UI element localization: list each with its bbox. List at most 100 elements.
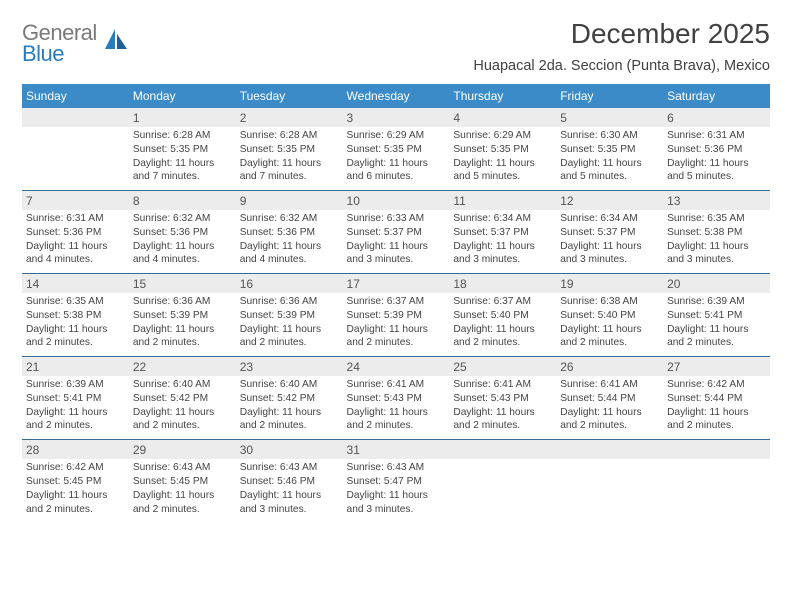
day-detail-cell: Sunrise: 6:40 AMSunset: 5:42 PMDaylight:… [129,376,236,440]
day-sr: Sunrise: 6:36 AM [240,295,339,309]
day-d2: and 2 minutes. [133,503,232,517]
day-sr: Sunrise: 6:35 AM [667,212,766,226]
day-number-cell: 8 [129,191,236,211]
day-detail-cell: Sunrise: 6:43 AMSunset: 5:46 PMDaylight:… [236,459,343,522]
day-number-cell: 26 [556,357,663,377]
day-d2: and 2 minutes. [667,336,766,350]
day-sr: Sunrise: 6:43 AM [133,461,232,475]
day-number-cell: 13 [663,191,770,211]
day-ss: Sunset: 5:41 PM [667,309,766,323]
day-sr: Sunrise: 6:43 AM [347,461,446,475]
day-d2: and 2 minutes. [240,419,339,433]
day-ss: Sunset: 5:35 PM [240,143,339,157]
day-ss: Sunset: 5:36 PM [133,226,232,240]
day-ss: Sunset: 5:38 PM [26,309,125,323]
day-d2: and 5 minutes. [453,170,552,184]
brand-logo: General Blue [22,22,129,65]
day-d1: Daylight: 11 hours [26,489,125,503]
day-detail-cell: Sunrise: 6:34 AMSunset: 5:37 PMDaylight:… [449,210,556,274]
day-d2: and 2 minutes. [133,419,232,433]
day-detail-cell: Sunrise: 6:42 AMSunset: 5:44 PMDaylight:… [663,376,770,440]
day-detail-cell: Sunrise: 6:34 AMSunset: 5:37 PMDaylight:… [556,210,663,274]
day-detail-cell: Sunrise: 6:31 AMSunset: 5:36 PMDaylight:… [663,127,770,191]
day-d1: Daylight: 11 hours [240,406,339,420]
day-sr: Sunrise: 6:32 AM [240,212,339,226]
daynum-row: 123456 [22,108,770,127]
day-sr: Sunrise: 6:37 AM [453,295,552,309]
header: General Blue December 2025 Huapacal 2da.… [22,18,770,74]
day-sr: Sunrise: 6:40 AM [133,378,232,392]
day-number-cell: 31 [343,440,450,460]
day-d1: Daylight: 11 hours [453,323,552,337]
day-d1: Daylight: 11 hours [667,157,766,171]
location-text: Huapacal 2da. Seccion (Punta Brava), Mex… [473,58,770,74]
day-number-cell: 7 [22,191,129,211]
day-number-cell: 5 [556,108,663,127]
brand-word2: Blue [22,43,97,65]
day-sr: Sunrise: 6:37 AM [347,295,446,309]
day-d2: and 3 minutes. [560,253,659,267]
day-detail-cell [663,459,770,522]
dow-sat: Saturday [663,84,770,108]
day-number-cell: 18 [449,274,556,294]
day-number-cell: 23 [236,357,343,377]
day-d2: and 2 minutes. [667,419,766,433]
day-number-cell [556,440,663,460]
daynum-row: 14151617181920 [22,274,770,294]
title-block: December 2025 Huapacal 2da. Seccion (Pun… [473,18,770,74]
day-sr: Sunrise: 6:39 AM [667,295,766,309]
day-sr: Sunrise: 6:39 AM [26,378,125,392]
day-detail-cell: Sunrise: 6:28 AMSunset: 5:35 PMDaylight:… [236,127,343,191]
day-detail-cell: Sunrise: 6:37 AMSunset: 5:40 PMDaylight:… [449,293,556,357]
day-ss: Sunset: 5:37 PM [560,226,659,240]
day-d2: and 7 minutes. [240,170,339,184]
day-d1: Daylight: 11 hours [560,323,659,337]
day-number-cell [449,440,556,460]
day-ss: Sunset: 5:39 PM [133,309,232,323]
daynum-row: 78910111213 [22,191,770,211]
day-d2: and 6 minutes. [347,170,446,184]
brand-text: General Blue [22,22,97,65]
day-d1: Daylight: 11 hours [667,323,766,337]
dow-wed: Wednesday [343,84,450,108]
day-d1: Daylight: 11 hours [347,489,446,503]
day-ss: Sunset: 5:36 PM [667,143,766,157]
day-d1: Daylight: 11 hours [347,157,446,171]
calendar-grid: Sunday Monday Tuesday Wednesday Thursday… [22,84,770,522]
day-number-cell: 3 [343,108,450,127]
day-ss: Sunset: 5:38 PM [667,226,766,240]
day-d2: and 2 minutes. [26,503,125,517]
day-detail-cell: Sunrise: 6:29 AMSunset: 5:35 PMDaylight:… [343,127,450,191]
day-d1: Daylight: 11 hours [133,323,232,337]
day-d2: and 2 minutes. [453,419,552,433]
day-number-cell: 30 [236,440,343,460]
day-d2: and 4 minutes. [133,253,232,267]
day-d2: and 3 minutes. [667,253,766,267]
day-d1: Daylight: 11 hours [667,240,766,254]
day-d2: and 3 minutes. [347,503,446,517]
day-ss: Sunset: 5:37 PM [347,226,446,240]
day-sr: Sunrise: 6:41 AM [347,378,446,392]
day-sr: Sunrise: 6:43 AM [240,461,339,475]
day-detail-cell: Sunrise: 6:35 AMSunset: 5:38 PMDaylight:… [22,293,129,357]
day-number-cell: 6 [663,108,770,127]
day-sr: Sunrise: 6:42 AM [667,378,766,392]
day-d2: and 2 minutes. [26,419,125,433]
day-d1: Daylight: 11 hours [26,323,125,337]
detail-row: Sunrise: 6:39 AMSunset: 5:41 PMDaylight:… [22,376,770,440]
dow-header-row: Sunday Monday Tuesday Wednesday Thursday… [22,84,770,108]
day-d1: Daylight: 11 hours [667,406,766,420]
day-number-cell: 17 [343,274,450,294]
day-d2: and 4 minutes. [26,253,125,267]
day-d1: Daylight: 11 hours [133,240,232,254]
day-number-cell: 1 [129,108,236,127]
day-detail-cell: Sunrise: 6:39 AMSunset: 5:41 PMDaylight:… [663,293,770,357]
day-detail-cell: Sunrise: 6:28 AMSunset: 5:35 PMDaylight:… [129,127,236,191]
day-detail-cell: Sunrise: 6:43 AMSunset: 5:45 PMDaylight:… [129,459,236,522]
day-d2: and 2 minutes. [347,336,446,350]
day-ss: Sunset: 5:45 PM [133,475,232,489]
day-d2: and 2 minutes. [560,419,659,433]
day-detail-cell [449,459,556,522]
day-number-cell [22,108,129,127]
day-number-cell: 16 [236,274,343,294]
